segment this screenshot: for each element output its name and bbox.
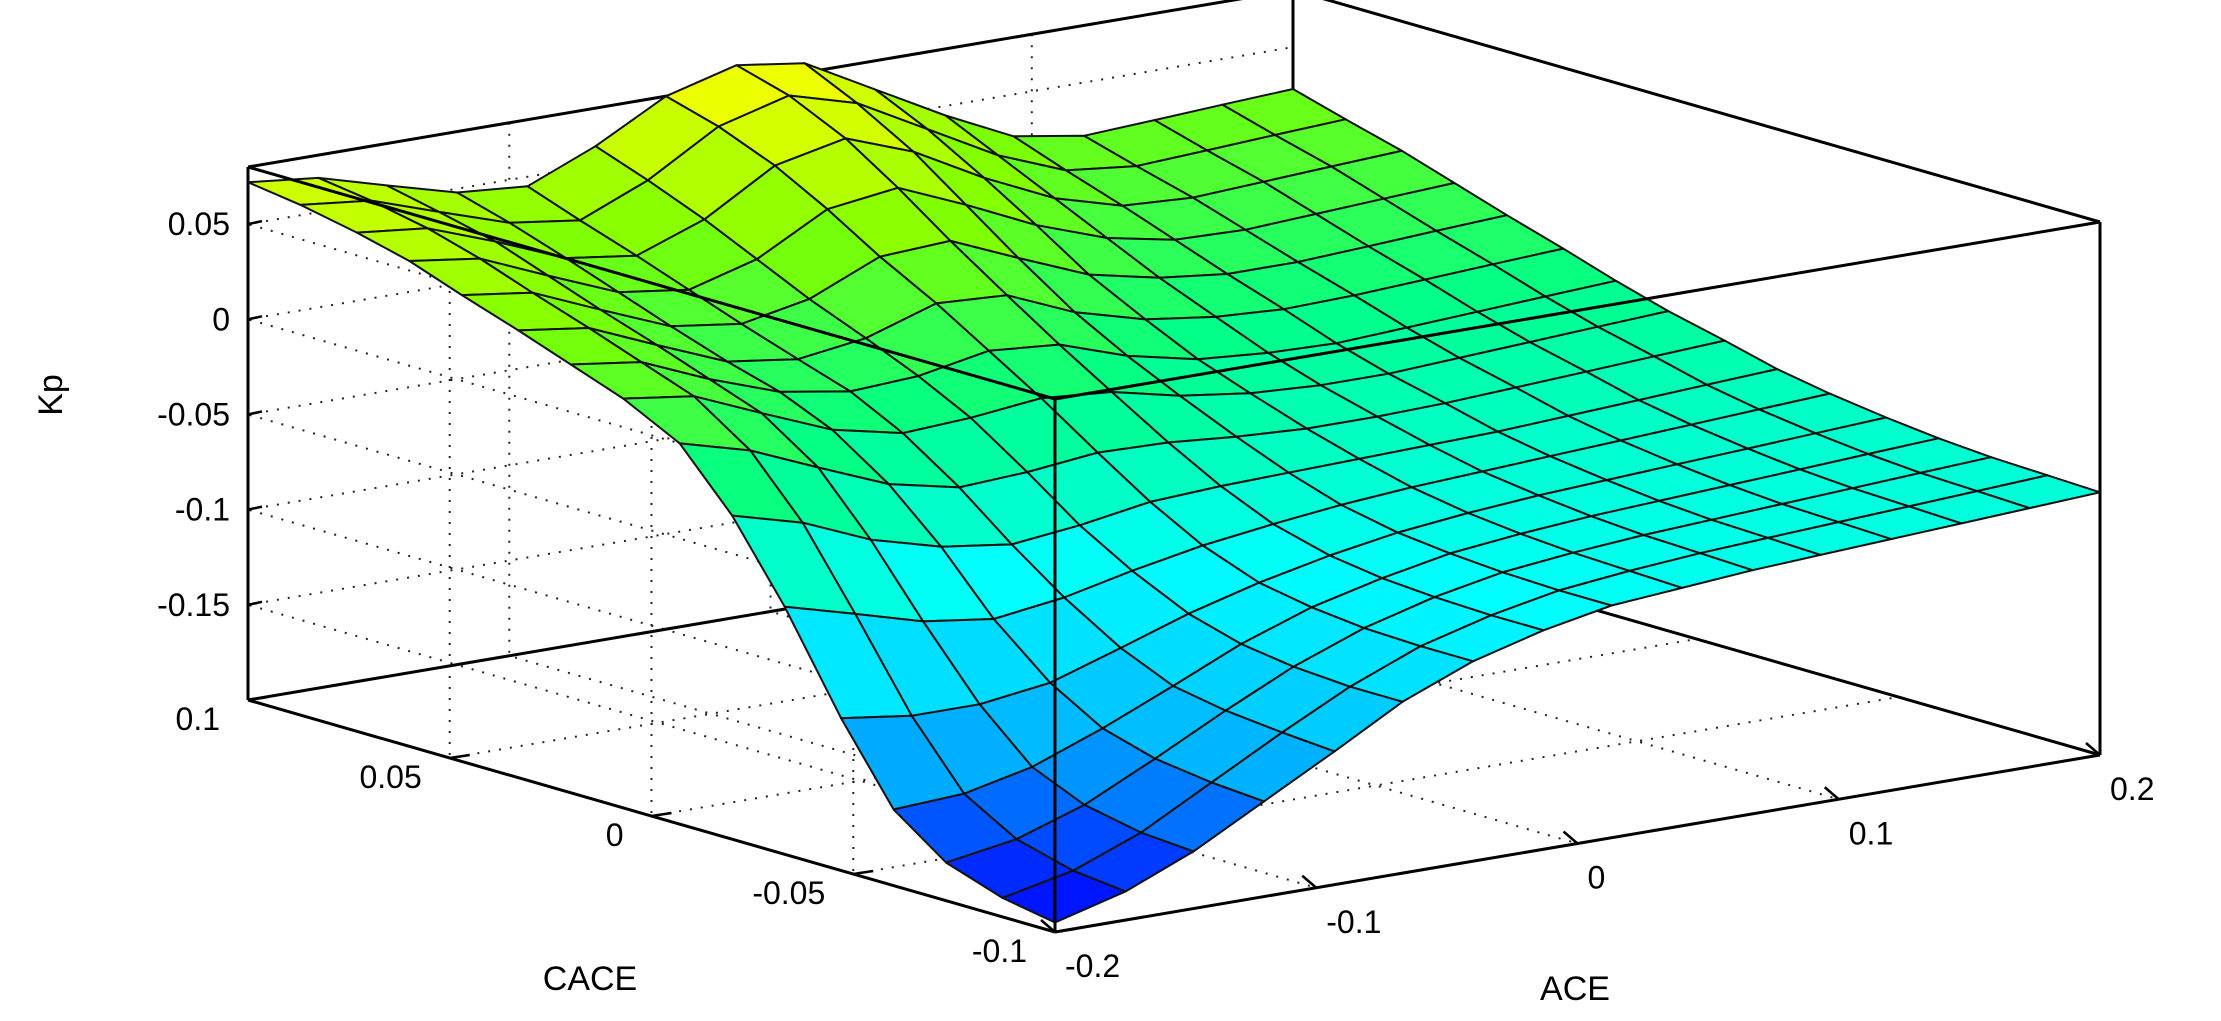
y-tick-mark [651,811,672,818]
z-tick-label: 0.05 [168,206,230,242]
front-axis-edges [247,165,2101,932]
x-tick-label: 0.2 [2110,771,2154,807]
grid-line-y [448,225,1495,760]
y-tick-mark [1054,927,1076,934]
axes-front-edge [1054,220,2101,401]
axes-box-edge [1322,0,2101,224]
z-tick-label: -0.15 [157,587,230,623]
x-tick-label: 0 [1588,860,1606,896]
z-tick-mark [247,505,263,511]
axes-front-edge [247,165,1056,401]
y-axis-label: CACE [543,960,637,998]
x-tick-mark [1823,786,1840,801]
y-tick-mark [247,695,269,702]
surface-mesh [247,62,2101,924]
tick-labels: -0.15 -0.1 -0.05 0 0.05 -0.1 -0.05 0 0.05 0.1 -0.2… [157,206,2154,984]
y-tick-label: -0.05 [752,875,825,911]
z-tick-mark [247,600,263,607]
y-tick-mark [853,869,874,876]
y-tick-label: -0.1 [972,933,1027,969]
x-tick-label: -0.2 [1065,948,1120,984]
grid-line-y [650,283,1697,818]
x-tick-mark [1562,830,1579,845]
x-tick-mark [1040,919,1056,933]
z-tick-mark [247,410,263,416]
z-tick-label: -0.1 [175,492,230,528]
z-tick-mark [247,219,263,226]
z-tick-label: 0 [212,301,230,337]
y-tick-label: 0 [606,817,624,853]
z-tick-label: -0.05 [157,396,230,432]
z-tick-mark [247,315,263,321]
x-axis-label: ACE [1540,970,1610,1008]
y-tick-mark [449,753,470,760]
surface-patch [1001,869,1127,924]
x-tick-mark [1301,874,1318,889]
x-tick-label: 0.1 [1849,815,1893,851]
x-tick-mark [2085,742,2101,756]
y-tick-label: 0.05 [359,759,421,795]
y-tick-label: 0.1 [176,701,220,737]
z-axis-label: Kp [32,374,70,416]
x-tick-label: -0.1 [1326,904,1381,940]
